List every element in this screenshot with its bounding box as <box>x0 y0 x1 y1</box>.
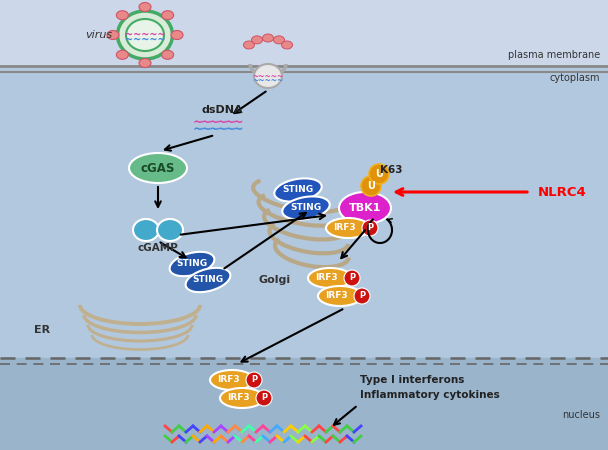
Ellipse shape <box>308 268 352 288</box>
Ellipse shape <box>107 31 119 40</box>
Text: P: P <box>261 393 267 402</box>
Ellipse shape <box>318 286 362 306</box>
Circle shape <box>354 288 370 304</box>
Text: P: P <box>251 375 257 384</box>
Text: ~: ~ <box>209 122 219 135</box>
Ellipse shape <box>274 36 285 44</box>
Text: STING: STING <box>291 203 322 212</box>
Text: ~: ~ <box>233 116 243 129</box>
Text: ~: ~ <box>201 122 212 135</box>
Text: ~: ~ <box>216 122 227 135</box>
Text: IRF3: IRF3 <box>315 274 337 283</box>
Text: Golgi: Golgi <box>259 275 291 285</box>
Text: ER: ER <box>34 325 50 335</box>
Ellipse shape <box>171 31 183 40</box>
Ellipse shape <box>162 11 174 20</box>
Ellipse shape <box>326 218 370 238</box>
Ellipse shape <box>139 58 151 68</box>
Circle shape <box>362 220 378 236</box>
Ellipse shape <box>220 388 264 408</box>
Text: ~: ~ <box>209 116 219 129</box>
Text: TBK1: TBK1 <box>349 203 381 213</box>
Circle shape <box>256 390 272 406</box>
Ellipse shape <box>254 64 282 88</box>
Circle shape <box>369 164 389 184</box>
Text: IRF3: IRF3 <box>333 224 355 233</box>
Text: ~~~~~: ~~~~~ <box>252 76 283 85</box>
Ellipse shape <box>339 192 391 224</box>
Text: STING: STING <box>176 260 207 269</box>
Text: Inflammatory cytokines: Inflammatory cytokines <box>360 390 500 400</box>
Text: cGAS: cGAS <box>141 162 175 175</box>
Ellipse shape <box>274 178 322 202</box>
Text: ~: ~ <box>193 116 203 129</box>
Text: cGAMP: cGAMP <box>137 243 178 253</box>
Ellipse shape <box>263 34 274 42</box>
Text: U: U <box>375 169 383 179</box>
Ellipse shape <box>133 219 159 241</box>
Ellipse shape <box>116 50 128 59</box>
Ellipse shape <box>170 252 215 276</box>
Text: dsDNA: dsDNA <box>201 105 243 115</box>
Text: IRF3: IRF3 <box>227 393 249 402</box>
Circle shape <box>361 176 381 196</box>
Ellipse shape <box>252 36 263 44</box>
Text: P: P <box>349 274 355 283</box>
Text: nucleus: nucleus <box>562 410 600 420</box>
Circle shape <box>344 270 360 286</box>
Text: NLRC4: NLRC4 <box>538 185 587 198</box>
Text: ~~~~~: ~~~~~ <box>252 72 283 81</box>
Text: ~: ~ <box>193 122 203 135</box>
Text: IRF3: IRF3 <box>325 292 347 301</box>
Ellipse shape <box>126 19 164 51</box>
Text: ~~~~~: ~~~~~ <box>125 35 165 45</box>
Text: ~~~~~: ~~~~~ <box>125 30 165 40</box>
Ellipse shape <box>116 11 128 20</box>
Text: K63: K63 <box>380 165 402 175</box>
Ellipse shape <box>243 41 254 49</box>
Ellipse shape <box>139 3 151 12</box>
Ellipse shape <box>162 50 174 59</box>
Ellipse shape <box>210 370 254 390</box>
Ellipse shape <box>157 219 183 241</box>
Text: cytoplasm: cytoplasm <box>550 73 600 83</box>
Ellipse shape <box>117 11 173 59</box>
Text: P: P <box>359 292 365 301</box>
Text: P: P <box>367 224 373 233</box>
Text: ~: ~ <box>225 122 235 135</box>
Text: STING: STING <box>193 275 224 284</box>
Text: virus: virus <box>86 30 112 40</box>
Text: ~: ~ <box>225 116 235 129</box>
Ellipse shape <box>129 153 187 183</box>
Circle shape <box>246 372 262 388</box>
Text: ~: ~ <box>216 116 227 129</box>
Text: ~: ~ <box>233 122 243 135</box>
Ellipse shape <box>282 41 292 49</box>
Ellipse shape <box>185 268 230 292</box>
Text: IRF3: IRF3 <box>216 375 240 384</box>
Text: Type I interferons: Type I interferons <box>360 375 465 385</box>
Text: U: U <box>367 181 375 191</box>
Text: STING: STING <box>283 185 314 194</box>
Text: plasma membrane: plasma membrane <box>508 50 600 60</box>
Ellipse shape <box>282 196 330 220</box>
Text: ~: ~ <box>201 116 212 129</box>
